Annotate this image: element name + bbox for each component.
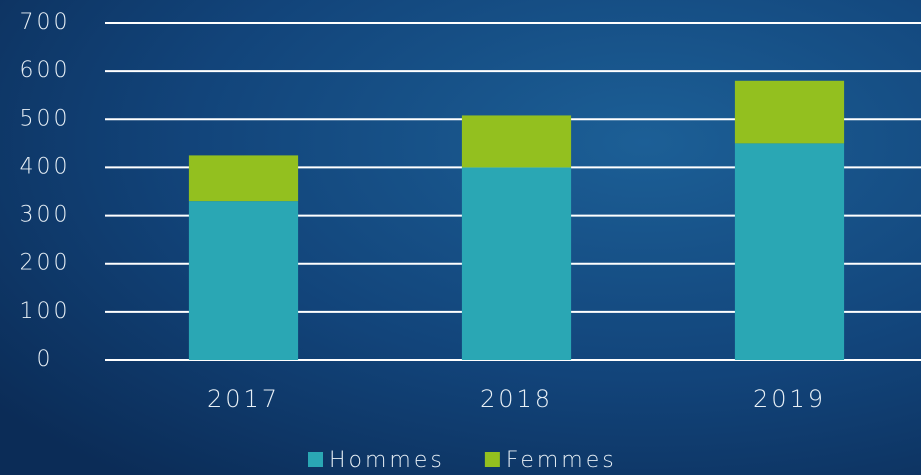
y-tick-label: 400 (20, 154, 71, 179)
bar-segment (734, 143, 845, 360)
bar-segment (734, 80, 845, 144)
bar-segment (461, 167, 572, 360)
y-tick-label: 100 (20, 299, 71, 324)
x-tick-label: 2018 (480, 385, 553, 413)
y-tick-label: 0 (37, 347, 54, 372)
bar-segment (188, 201, 299, 360)
bar-segment (188, 155, 299, 202)
legend-label: Hommes (329, 448, 445, 473)
x-tick-label: 2017 (207, 385, 280, 413)
y-tick-label: 200 (20, 251, 71, 276)
y-tick-label: 300 (20, 203, 71, 228)
y-tick-label: 600 (20, 58, 71, 83)
y-tick-label: 500 (20, 106, 71, 131)
legend-swatch (484, 452, 500, 467)
legend-swatch (308, 452, 323, 467)
y-tick-label: 700 (20, 10, 71, 35)
x-tick-label: 2019 (753, 385, 826, 413)
bar-segment (461, 115, 572, 168)
legend-label: Femmes (506, 448, 617, 473)
